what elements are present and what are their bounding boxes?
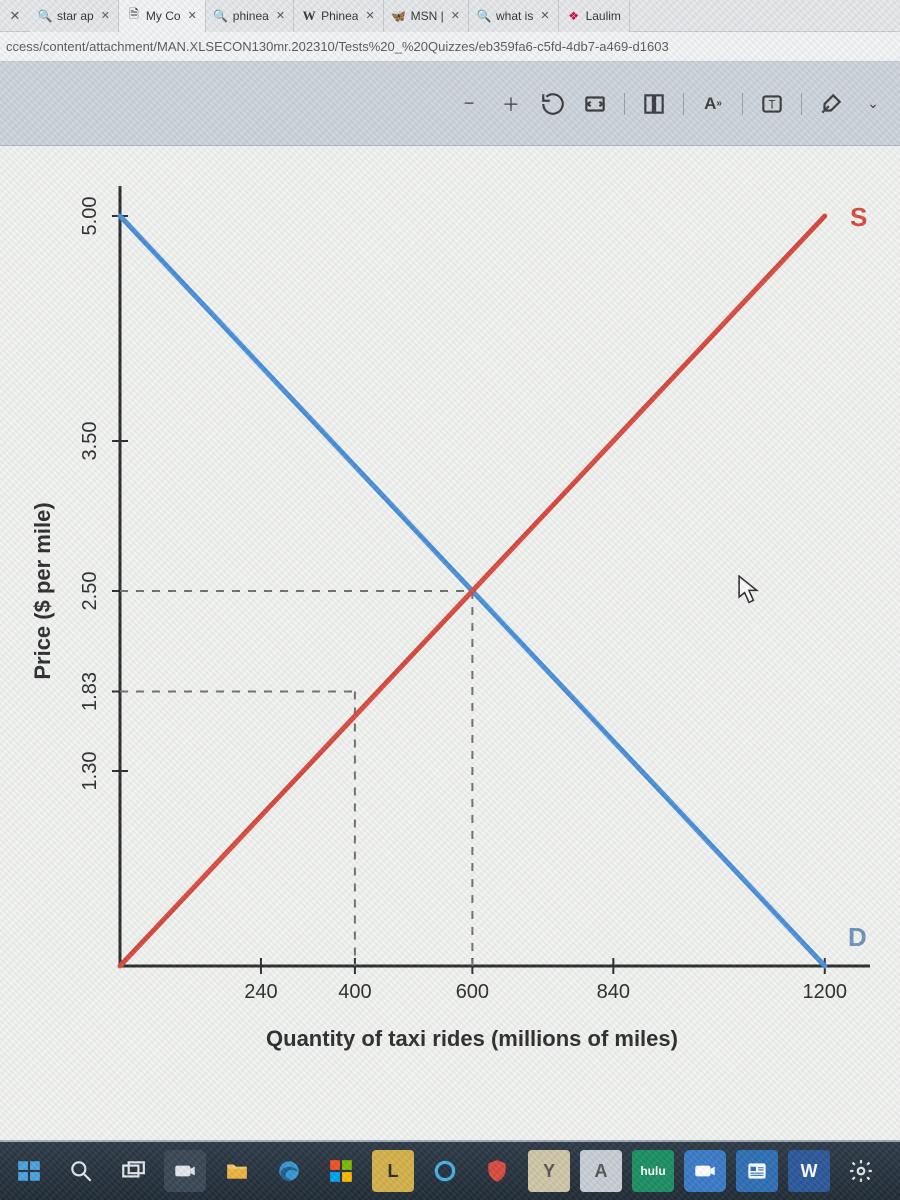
- tab-close-icon[interactable]: ✕: [451, 9, 460, 22]
- viewer-toolbar: − ＋ A» T ⌄: [0, 62, 900, 146]
- y-axis-label: Price ($ per mile): [30, 502, 55, 679]
- wiki-icon: W: [302, 9, 316, 23]
- fit-page-icon[interactable]: [582, 91, 608, 117]
- tab-close-icon[interactable]: ✕: [188, 9, 197, 22]
- tab-label: My Co: [146, 9, 181, 23]
- search-icon: 🔍: [38, 9, 52, 23]
- chart-svg: 1.30 1.83 2.50 3.50 5.00 240 400 600 840…: [0, 146, 900, 1140]
- y-tick-label: 1.83: [79, 672, 101, 711]
- browser-tab[interactable]: 🔍 phinea ✕: [206, 0, 294, 32]
- close-icon[interactable]: ✕: [0, 8, 30, 24]
- y-tick-label: 2.50: [79, 572, 101, 611]
- y-tick-label: 5.00: [79, 197, 101, 236]
- edge-icon[interactable]: [268, 1150, 310, 1192]
- tab-label: Phinea: [321, 9, 358, 23]
- x-axis-label: Quantity of taxi rides (millions of mile…: [266, 1026, 678, 1051]
- site-icon: ❖: [567, 9, 581, 23]
- zoom-in-icon[interactable]: ＋: [498, 91, 524, 117]
- app-icon[interactable]: A: [580, 1150, 622, 1192]
- windows-taskbar: L Y A hulu W: [0, 1142, 900, 1200]
- browser-tab[interactable]: 🔍 what is ✕: [469, 0, 559, 32]
- highlight-icon[interactable]: [818, 91, 844, 117]
- word-icon[interactable]: W: [788, 1150, 830, 1192]
- search-icon[interactable]: [60, 1150, 102, 1192]
- app-icon[interactable]: L: [372, 1150, 414, 1192]
- y-tick-label: 3.50: [79, 422, 101, 461]
- settings-icon[interactable]: [840, 1150, 882, 1192]
- tab-label: Laulim: [586, 9, 621, 23]
- tab-label: MSN |: [411, 9, 444, 23]
- tab-close-icon[interactable]: ✕: [540, 9, 549, 22]
- x-tick-label: 840: [597, 981, 630, 1003]
- taskview-icon[interactable]: [112, 1150, 154, 1192]
- news-icon[interactable]: [736, 1150, 778, 1192]
- x-tick-label: 600: [456, 981, 489, 1003]
- toolbar-separator: [624, 93, 625, 115]
- toolbar-separator: [801, 93, 802, 115]
- tab-close-icon[interactable]: ✕: [101, 9, 110, 22]
- app-icon[interactable]: Y: [528, 1150, 570, 1192]
- browser-tab[interactable]: ❖ Laulim: [559, 0, 630, 32]
- tab-label: phinea: [233, 9, 269, 23]
- zoom-out-icon[interactable]: −: [456, 91, 482, 117]
- file-explorer-icon[interactable]: [216, 1150, 258, 1192]
- store-icon[interactable]: [320, 1150, 362, 1192]
- address-bar[interactable]: ccess/content/attachment/MAN.XLSECON130m…: [0, 32, 900, 62]
- security-icon[interactable]: [476, 1150, 518, 1192]
- camera-icon[interactable]: [684, 1150, 726, 1192]
- supply-demand-chart: 1.30 1.83 2.50 3.50 5.00 240 400 600 840…: [0, 146, 900, 1140]
- chart-page: 1.30 1.83 2.50 3.50 5.00 240 400 600 840…: [0, 146, 900, 1140]
- cortana-icon[interactable]: [424, 1150, 466, 1192]
- browser-tab-strip: ✕ 🔍 star ap ✕ 🗎 My Co ✕ 🔍 phinea ✕ W Phi…: [0, 0, 900, 32]
- x-tick-label: 1200: [803, 981, 848, 1003]
- rotate-icon[interactable]: [540, 91, 566, 117]
- toolbar-separator: [683, 93, 684, 115]
- msn-icon: 🦋: [392, 9, 406, 23]
- camera-app-icon[interactable]: [164, 1150, 206, 1192]
- svg-text:T: T: [768, 97, 775, 111]
- url-text: ccess/content/attachment/MAN.XLSECON130m…: [6, 39, 669, 54]
- chevron-down-icon[interactable]: ⌄: [860, 91, 886, 117]
- browser-tab[interactable]: W Phinea ✕: [294, 0, 384, 32]
- tab-close-icon[interactable]: ✕: [365, 9, 374, 22]
- search-icon: 🔍: [214, 9, 228, 23]
- page-icon: 🗎: [127, 9, 141, 23]
- page-view-icon[interactable]: [641, 91, 667, 117]
- y-tick-label: 1.30: [79, 752, 101, 791]
- translate-icon[interactable]: T: [759, 91, 785, 117]
- search-icon: 🔍: [477, 9, 491, 23]
- tab-label: star ap: [57, 9, 94, 23]
- start-button[interactable]: [8, 1150, 50, 1192]
- browser-tab[interactable]: 🗎 My Co ✕: [119, 0, 206, 32]
- tab-label: what is: [496, 9, 533, 23]
- x-tick-label: 240: [244, 981, 277, 1003]
- toolbar-separator: [742, 93, 743, 115]
- supply-label: S: [850, 202, 867, 232]
- browser-tab[interactable]: 🦋 MSN | ✕: [384, 0, 469, 32]
- read-aloud-icon[interactable]: A»: [700, 91, 726, 117]
- hulu-icon[interactable]: hulu: [632, 1150, 674, 1192]
- browser-tab[interactable]: 🔍 star ap ✕: [30, 0, 119, 32]
- x-tick-label: 400: [338, 981, 371, 1003]
- tab-close-icon[interactable]: ✕: [276, 9, 285, 22]
- demand-label: D: [848, 922, 867, 952]
